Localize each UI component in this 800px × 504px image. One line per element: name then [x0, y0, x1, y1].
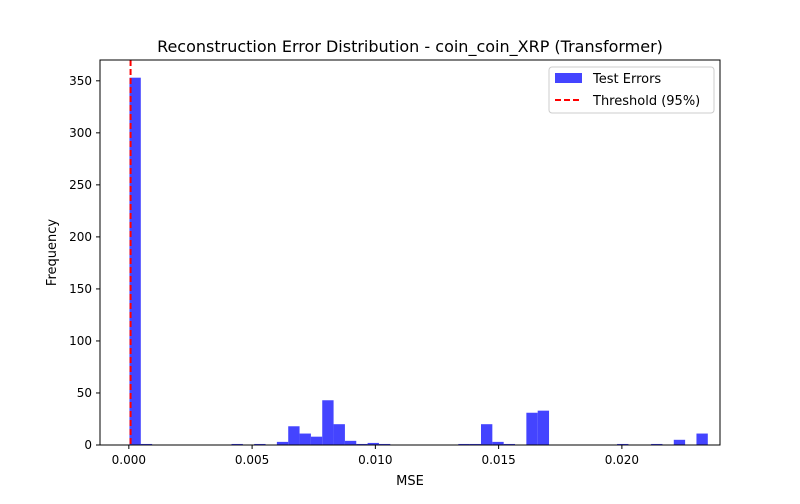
histogram-bar: [310, 436, 323, 445]
histogram-bar: [288, 426, 300, 445]
histogram-bar: [526, 412, 538, 445]
chart-title: Reconstruction Error Distribution - coin…: [157, 37, 663, 57]
y-tick-label: 300: [69, 126, 92, 140]
legend-label-test-errors: Test Errors: [592, 72, 661, 87]
y-axis-label: Frequency: [45, 219, 60, 286]
x-tick-label: 0.005: [235, 453, 269, 467]
y-tick-label: 200: [69, 230, 92, 244]
x-tick-label: 0.015: [481, 453, 515, 467]
histogram-bar: [254, 443, 266, 445]
y-tick-label: 150: [69, 282, 92, 296]
legend-label-threshold: Threshold (95%): [592, 94, 700, 109]
x-tick-label: 0.010: [358, 453, 392, 467]
y-tick-label: 0: [84, 438, 92, 452]
bars-layer: [129, 77, 708, 445]
legend: Test Errors Threshold (95%): [548, 66, 715, 114]
histogram-bar: [492, 441, 504, 445]
x-axis-ticks: 0.000 0.005 0.010 0.015 0.020: [112, 445, 639, 467]
legend-swatch-test-errors: [555, 73, 582, 83]
y-tick-label: 250: [69, 178, 92, 192]
histogram-bar: [378, 443, 391, 445]
plot-frame: [99, 59, 721, 446]
histogram-bar: [458, 443, 470, 445]
histogram-bar: [367, 442, 379, 445]
histogram-bar: [696, 433, 708, 445]
histogram-bar: [276, 441, 289, 445]
x-axis-label: MSE: [396, 474, 424, 489]
histogram-bar: [651, 443, 663, 445]
histogram-bar: [617, 443, 629, 445]
x-tick-label: 0.020: [605, 453, 639, 467]
legend-box: [548, 66, 715, 114]
histogram-bar: [673, 439, 686, 445]
x-tick-label: 0.000: [112, 453, 146, 467]
y-tick-label: 50: [77, 386, 92, 400]
histogram-bar: [469, 443, 481, 445]
y-tick-label: 100: [69, 334, 92, 348]
histogram-bar: [481, 424, 493, 445]
histogram-bar: [231, 443, 243, 445]
histogram-bar: [322, 400, 334, 445]
histogram-bar: [140, 443, 153, 445]
histogram-bar: [503, 443, 516, 445]
histogram-bar: [537, 410, 550, 445]
histogram-bar: [129, 77, 141, 445]
histogram-bar: [356, 443, 368, 445]
histogram-bar: [333, 424, 345, 445]
histogram-bar: [299, 433, 311, 445]
y-tick-label: 350: [69, 74, 92, 88]
y-axis-ticks: 0 50 100 150 200 250 300 350: [69, 74, 100, 452]
histogram-bar: [344, 440, 357, 445]
